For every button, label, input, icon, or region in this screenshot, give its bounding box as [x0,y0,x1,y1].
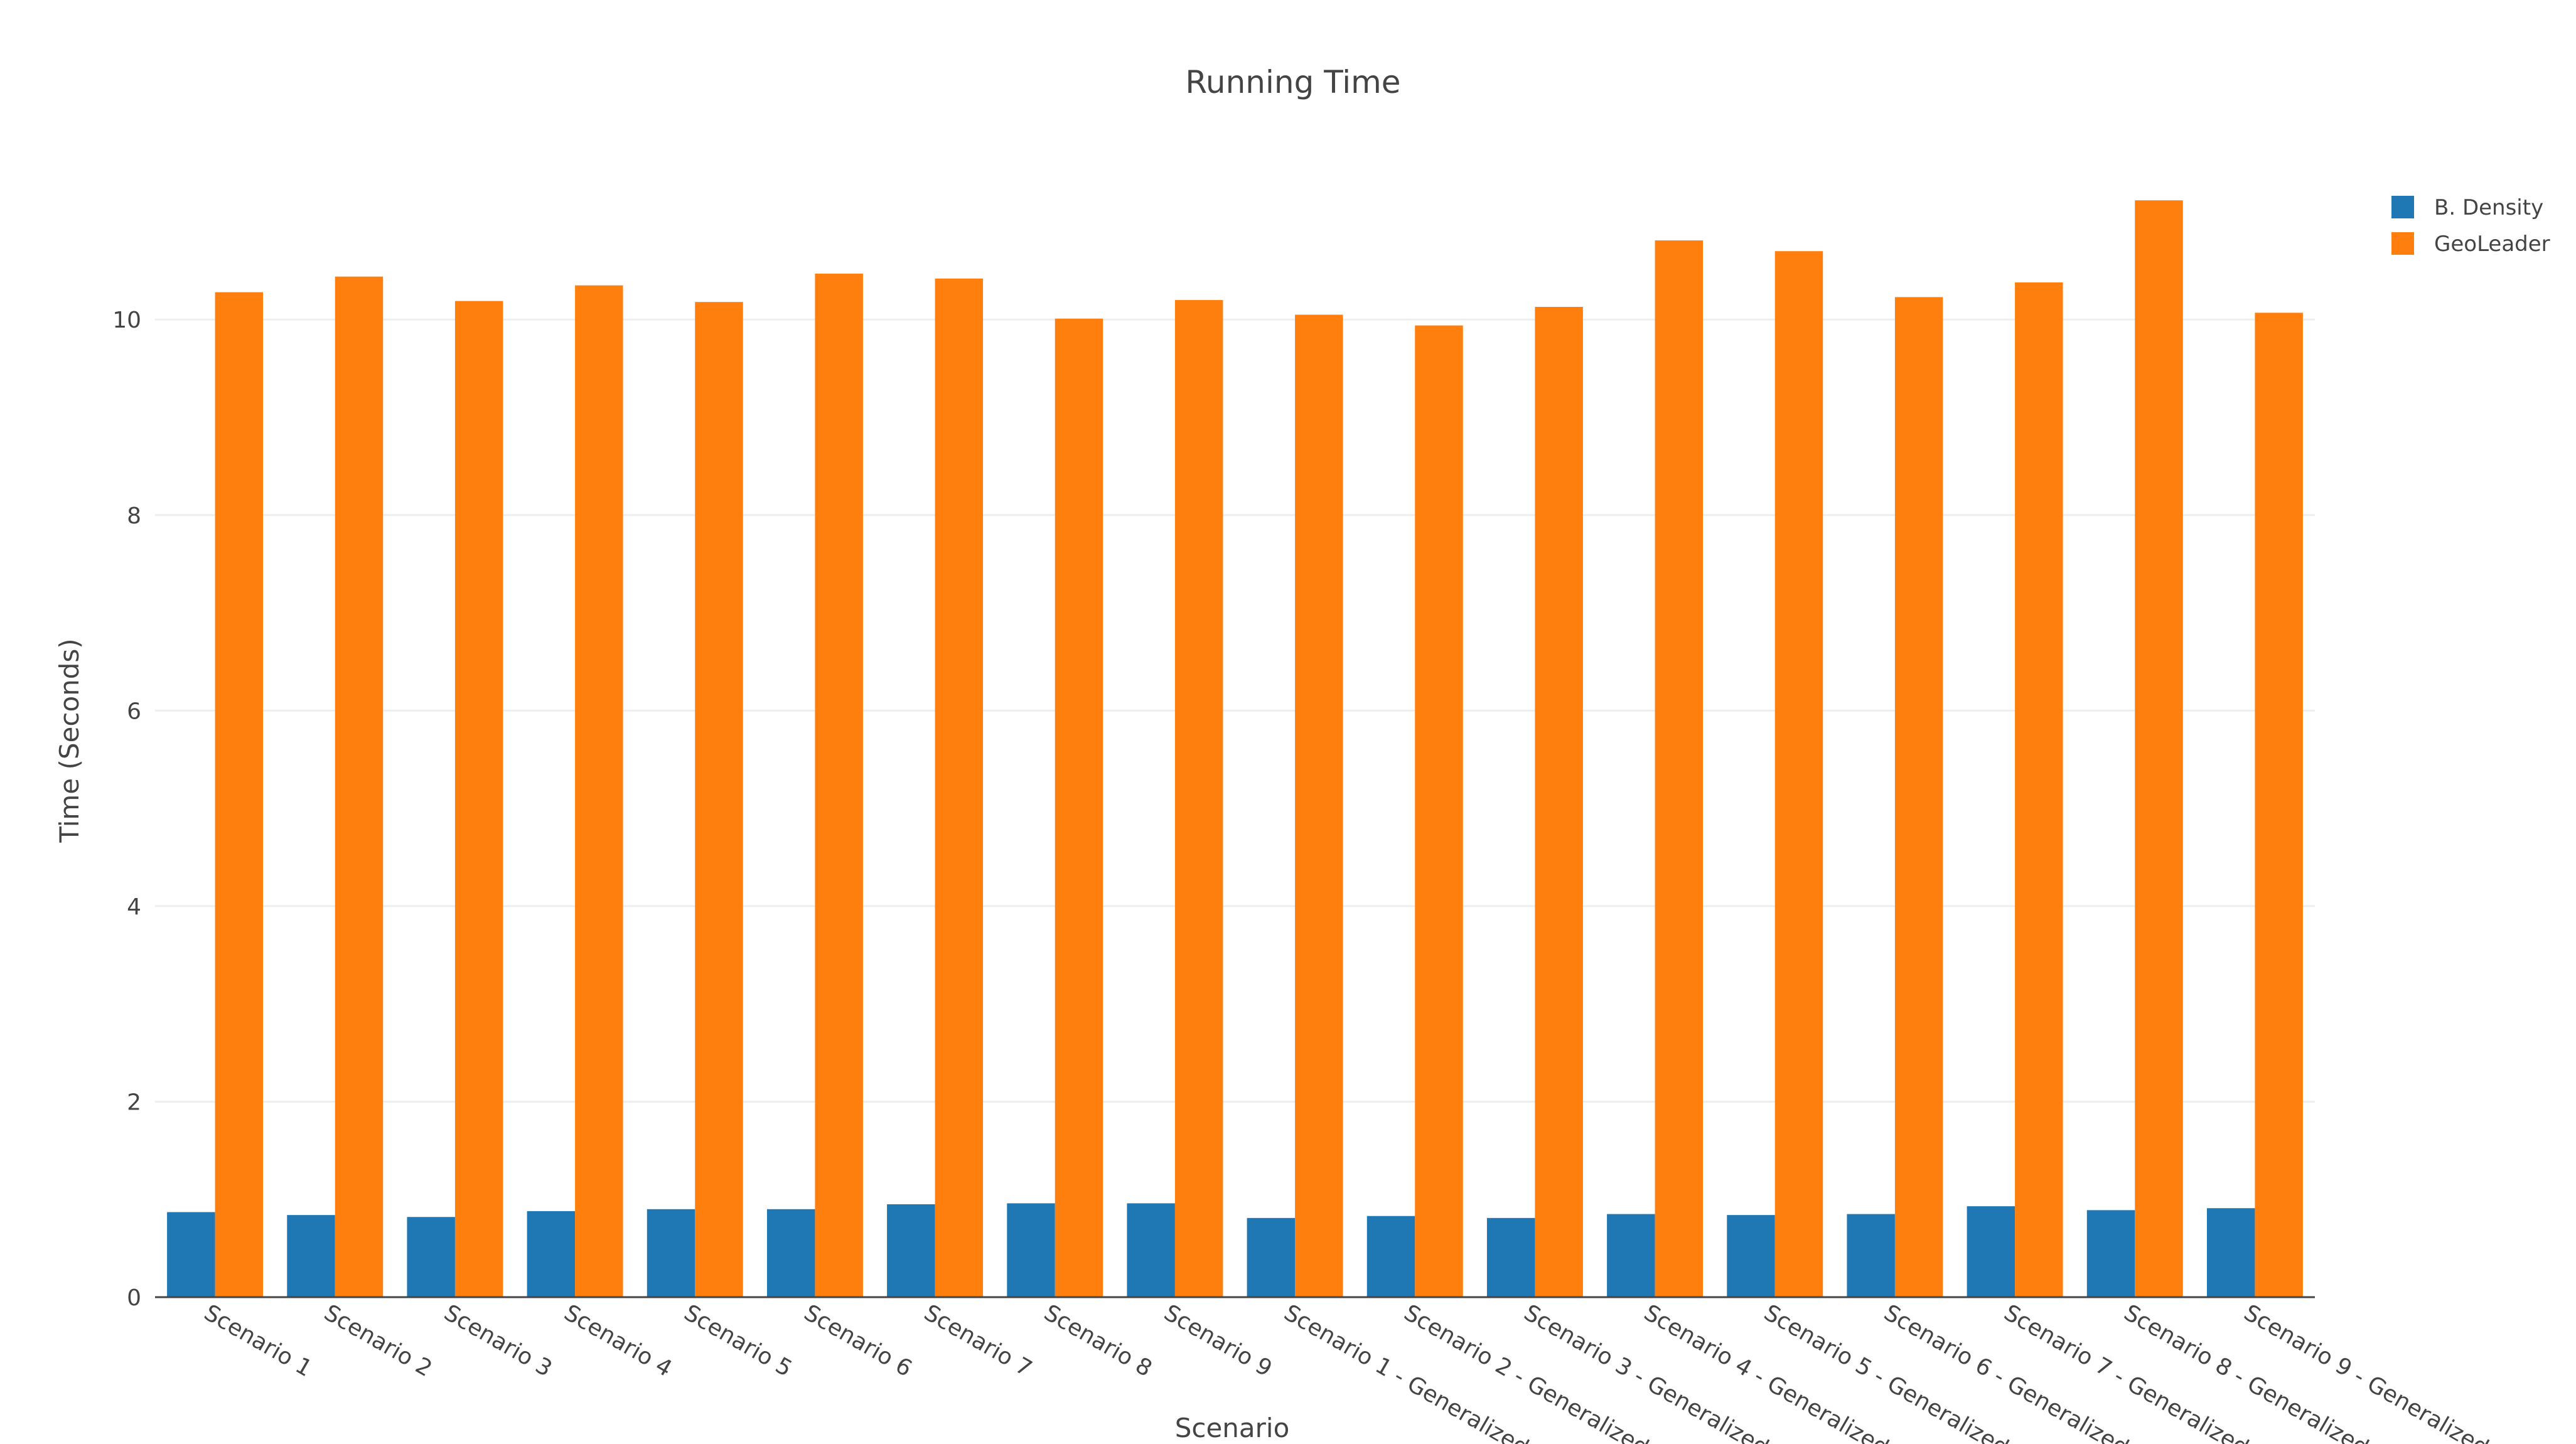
legend-swatch [2391,196,2414,218]
b-density-bar [887,1204,935,1297]
b-density-bar [287,1215,335,1297]
x-tick-label: Scenario 1 [200,1300,316,1382]
b-density-bar [1967,1206,2015,1297]
x-tick-label: Scenario 9 [1159,1300,1276,1382]
b-density-bar [647,1209,695,1297]
b-density-bar [1366,1216,1415,1297]
geoleader-bar [2135,200,2183,1297]
legend-label: GeoLeader [2434,232,2550,257]
y-tick-label: 8 [127,503,141,529]
x-tick-label: Scenario 8 [1039,1300,1156,1382]
geoleader-bar [1415,325,1463,1298]
geoleader-bar [1774,251,1823,1298]
geoleader-bar [1535,306,1583,1298]
b-density-bar [766,1209,815,1297]
geoleader-bar [1894,297,1943,1297]
x-tick-label: Scenario 2 [319,1300,436,1382]
geoleader-bar [695,302,743,1298]
x-tick-label: Scenario 5 [680,1300,797,1382]
x-tick-label: Scenario 4 [560,1300,677,1382]
geoleader-bar [215,292,264,1297]
x-tick-label: Scenario 6 [800,1300,916,1382]
b-density-bar [1247,1217,1296,1297]
geoleader-bar [935,278,984,1297]
geoleader-bar [2015,282,2063,1298]
bars [167,200,2303,1298]
b-density-bar [2086,1210,2135,1297]
x-axis-title: Scenario [1175,1413,1290,1443]
geoleader-bar [575,285,623,1297]
y-tick-label: 6 [127,698,141,724]
y-tick-label: 4 [127,894,141,920]
b-density-bar [1727,1215,1775,1297]
b-density-bar [1847,1214,1895,1297]
x-tick-label: Scenario 9 - Generalized [2240,1300,2493,1444]
legend-swatch [2391,232,2414,255]
geoleader-bar [335,276,384,1298]
x-tick-label: Scenario 7 [920,1300,1036,1382]
geoleader-bar [454,301,503,1298]
y-tick-label: 10 [112,308,141,333]
geoleader-bar [1655,240,1704,1297]
geoleader-bar [815,274,863,1297]
b-density-bar [1007,1203,1055,1297]
geoleader-bar [1055,318,1103,1298]
chart-title: Running Time [1185,64,1400,100]
b-density-bar [167,1212,215,1297]
gridlines [155,318,2315,1103]
y-tick-label: 0 [127,1285,141,1311]
x-tick-label: Scenario 3 [439,1300,556,1382]
y-tick-label: 2 [127,1089,141,1115]
b-density-bar [527,1211,576,1297]
geoleader-bar [1295,314,1343,1297]
geoleader-bar [2255,313,2303,1298]
legend-label: B. Density [2434,195,2543,220]
legend: B. Density GeoLeader [2391,195,2550,257]
b-density-bar [1127,1203,1175,1297]
b-density-bar [1486,1217,1535,1297]
geoleader-bar [1174,300,1223,1298]
b-density-bar [407,1217,455,1297]
y-axis-title: Time (Seconds) [54,638,85,843]
b-density-bar [1607,1214,1655,1297]
b-density-bar [2206,1208,2255,1297]
